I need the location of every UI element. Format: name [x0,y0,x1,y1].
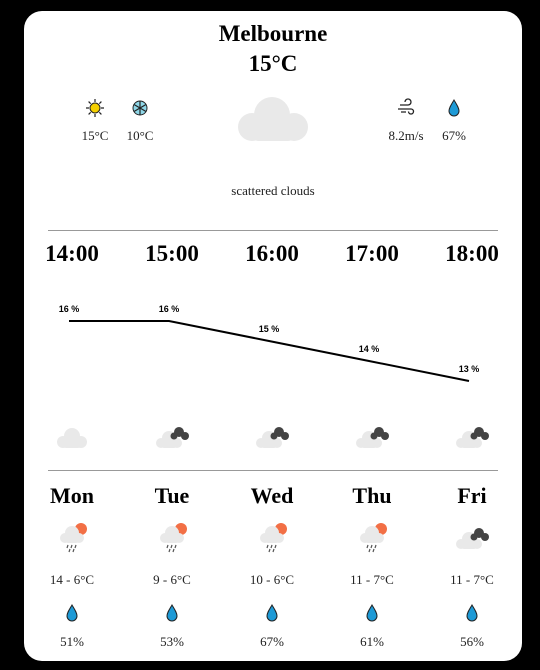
cloud-icon [52,423,92,451]
weather-description: scattered clouds [231,183,315,198]
rain-chance-label: 15 % [259,324,280,334]
hour-label: 15:00 [145,241,199,266]
current-weather-cloud-icon [232,93,314,150]
min-temp-value: 10°C [126,128,154,143]
rain-chance-line [69,320,470,382]
day-humidity-value: 56% [460,634,484,649]
wind-icon [376,97,436,119]
day-humidity-value: 53% [160,634,184,649]
sun-rain-cloud-icon [56,519,96,553]
hour-label: 16:00 [245,241,299,266]
max-temp-stat: 15°C [65,97,125,144]
humidity-stat: 67% [424,97,484,144]
rain-chance-label: 14 % [359,344,380,354]
droplet-icon [327,603,417,625]
day-temp-range: 11 - 7°C [450,572,494,587]
day-humidity: 67% [227,603,317,650]
humidity-value: 67% [442,128,466,143]
sun-rain-cloud-icon [356,519,396,553]
rain-chance-label: 16 % [59,304,80,314]
day-label: Tue [154,483,190,508]
droplet-icon [424,97,484,119]
day-humidity-value: 61% [360,634,384,649]
sun-rain-cloud-icon [156,519,196,553]
rain-chance-label: 13 % [459,364,480,374]
day-label: Wed [250,483,294,508]
day-temp-range: 10 - 6°C [249,572,295,587]
sun-icon [65,97,125,119]
droplet-icon [27,603,117,625]
droplet-icon [127,603,217,625]
droplet-icon [227,603,317,625]
day-temp-range: 14 - 6°C [49,572,95,587]
max-temp-value: 15°C [81,128,109,143]
cloud-dark-icon [152,423,192,451]
droplet-icon [427,603,517,625]
hour-label: 14:00 [45,241,99,266]
day-label: Thu [352,483,392,508]
day-humidity-value: 67% [260,634,284,649]
cloud-dark-icon [452,519,492,553]
rain-chance-label: 16 % [159,304,180,314]
cloud-dark-icon [252,423,292,451]
weather-card: Melbourne 15°C 15°C [24,11,522,661]
snowflake-icon [110,97,170,119]
day-humidity: 51% [27,603,117,650]
hour-label: 17:00 [345,241,399,266]
day-humidity: 56% [427,603,517,650]
wind-value: 8.2m/s [388,128,424,143]
cloud-dark-icon [452,423,492,451]
day-humidity: 53% [127,603,217,650]
day-humidity-value: 51% [60,634,84,649]
day-label: Fri [457,483,487,508]
divider-bottom [48,470,498,471]
day-humidity: 61% [327,603,417,650]
wind-stat: 8.2m/s [376,97,436,144]
min-temp-stat: 10°C [110,97,170,144]
sun-rain-cloud-icon [256,519,296,553]
day-label: Mon [50,483,94,508]
day-temp-range: 9 - 6°C [153,572,191,587]
rain-chance-chart: 16 % 16 % 15 % 14 % 13 % [59,304,480,382]
day-temp-range: 11 - 7°C [350,572,394,587]
current-temperature: 15°C [248,51,298,76]
city-name: Melbourne [218,21,328,46]
divider-top [48,230,498,231]
hour-label: 18:00 [445,241,499,266]
cloud-dark-icon [352,423,392,451]
